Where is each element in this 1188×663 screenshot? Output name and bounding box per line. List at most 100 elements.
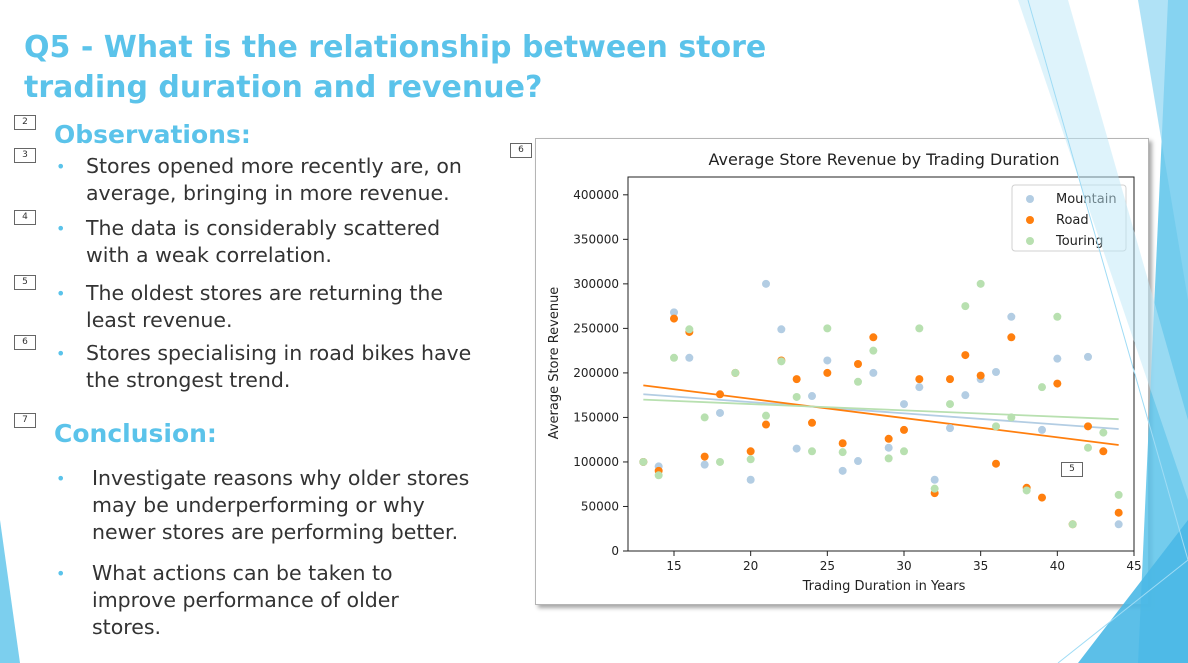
data-point-touring xyxy=(884,454,893,463)
slide-ref-badge[interactable]: 4 xyxy=(14,210,36,225)
data-point-road xyxy=(762,420,770,429)
data-point-road xyxy=(884,434,893,443)
data-point-mountain xyxy=(869,368,878,377)
slide-title: Q5 - What is the relationship between st… xyxy=(24,30,767,105)
data-point-touring xyxy=(900,447,908,456)
y-tick-label: 250000 xyxy=(573,321,619,335)
data-point-mountain xyxy=(823,356,832,365)
conclusion-bullet: • Investigate reasons why older stores m… xyxy=(56,465,472,546)
data-point-mountain xyxy=(1114,520,1123,529)
x-tick-label: 45 xyxy=(1126,559,1141,573)
data-point-touring xyxy=(1099,428,1108,437)
data-point-mountain xyxy=(900,400,908,409)
y-tick-label: 300000 xyxy=(573,277,619,291)
data-point-touring xyxy=(731,368,740,377)
observation-text: The data is considerably scattered with … xyxy=(86,216,441,267)
trend-line-touring xyxy=(643,398,1119,421)
data-point-mountain xyxy=(777,325,786,334)
data-point-road xyxy=(992,459,1000,468)
conclusion-text: Investigate reasons why older stores may… xyxy=(92,466,470,544)
chart-frame: Average Store Revenue by Trading Duratio… xyxy=(535,138,1149,605)
data-point-mountain xyxy=(762,279,770,288)
data-point-touring xyxy=(1053,312,1062,321)
data-point-touring xyxy=(777,357,786,366)
x-tick-label: 20 xyxy=(743,559,758,573)
data-point-touring xyxy=(915,324,924,333)
x-tick-label: 25 xyxy=(820,559,835,573)
data-point-touring xyxy=(685,325,694,334)
y-tick-label: 50000 xyxy=(581,499,619,513)
bullet-dot-icon: • xyxy=(56,157,66,176)
data-point-road xyxy=(1007,333,1016,342)
data-point-touring xyxy=(700,413,709,422)
data-point-touring xyxy=(946,400,954,409)
data-point-road xyxy=(716,390,724,399)
slide-ref-badge[interactable]: 5 xyxy=(14,275,36,290)
x-tick-label: 40 xyxy=(1050,559,1065,573)
y-tick-label: 0 xyxy=(611,544,619,558)
legend-marker-mountain xyxy=(1026,195,1034,203)
data-point-touring xyxy=(670,353,678,362)
observations-heading: Observations: xyxy=(54,120,251,149)
data-point-touring xyxy=(854,377,862,386)
slide-ref-badge[interactable]: 3 xyxy=(14,148,36,163)
observation-text: Stores opened more recently are, on aver… xyxy=(86,154,462,205)
bullet-dot-icon: • xyxy=(56,469,66,488)
y-tick-label: 150000 xyxy=(573,410,619,424)
data-point-road xyxy=(976,371,985,380)
data-point-road xyxy=(1099,447,1108,456)
data-point-mountain xyxy=(854,457,862,466)
data-point-touring xyxy=(1068,520,1077,529)
chart-title: Average Store Revenue by Trading Duratio… xyxy=(709,150,1060,169)
data-point-touring xyxy=(792,392,801,401)
data-point-mountain xyxy=(716,408,724,417)
observation-text: The oldest stores are returning the leas… xyxy=(86,281,443,332)
slide-ref-badge[interactable]: 2 xyxy=(14,115,36,130)
data-point-road xyxy=(900,425,908,434)
data-point-mountain xyxy=(670,308,678,317)
decorative-shapes xyxy=(1018,0,1188,663)
observation-text: Stores specialising in road bikes have t… xyxy=(86,341,472,392)
y-axis-label: Average Store Revenue xyxy=(547,287,562,440)
data-point-mountain xyxy=(808,392,816,401)
data-point-touring xyxy=(716,457,724,466)
data-point-mountain xyxy=(792,444,801,453)
conclusion-text: What actions can be taken to improve per… xyxy=(92,561,399,639)
slide-ref-badge[interactable]: 6 xyxy=(510,143,532,158)
left-decor-shape xyxy=(0,520,20,663)
data-point-touring xyxy=(930,484,939,493)
data-point-road xyxy=(670,314,678,323)
data-point-mountain xyxy=(1038,425,1046,434)
bullet-dot-icon: • xyxy=(56,564,66,583)
y-tick-label: 350000 xyxy=(573,232,619,246)
data-point-road xyxy=(946,375,954,384)
bullet-dot-icon: • xyxy=(56,284,66,303)
data-point-touring xyxy=(1038,383,1046,392)
data-point-road xyxy=(792,375,801,384)
data-point-touring xyxy=(654,471,663,480)
data-point-road xyxy=(1038,493,1046,502)
data-point-touring xyxy=(1114,490,1123,499)
data-point-road xyxy=(746,447,755,456)
data-point-touring xyxy=(992,422,1000,431)
slide-ref-badge[interactable]: 6 xyxy=(14,335,36,350)
y-tick-label: 400000 xyxy=(573,188,619,202)
data-point-touring xyxy=(808,447,816,456)
x-tick-label: 35 xyxy=(973,559,988,573)
data-point-road xyxy=(1084,422,1092,431)
observation-bullet: • Stores specialising in road bikes have… xyxy=(56,340,486,394)
data-point-touring xyxy=(976,279,985,288)
data-point-road xyxy=(1114,508,1123,517)
data-point-mountain xyxy=(884,443,893,452)
legend-label-road: Road xyxy=(1056,213,1089,228)
scatter-chart: Average Store Revenue by Trading Duratio… xyxy=(547,150,1142,594)
data-point-touring xyxy=(746,455,755,464)
slide-ref-badge[interactable]: 7 xyxy=(14,413,36,428)
slide-ref-badge[interactable]: 5 xyxy=(1061,462,1083,477)
x-tick-label: 15 xyxy=(666,559,681,573)
data-point-touring xyxy=(639,457,648,466)
x-tick-label: 30 xyxy=(896,559,911,573)
y-tick-label: 100000 xyxy=(573,455,619,469)
bullet-dot-icon: • xyxy=(56,219,66,238)
data-point-mountain xyxy=(685,353,694,362)
